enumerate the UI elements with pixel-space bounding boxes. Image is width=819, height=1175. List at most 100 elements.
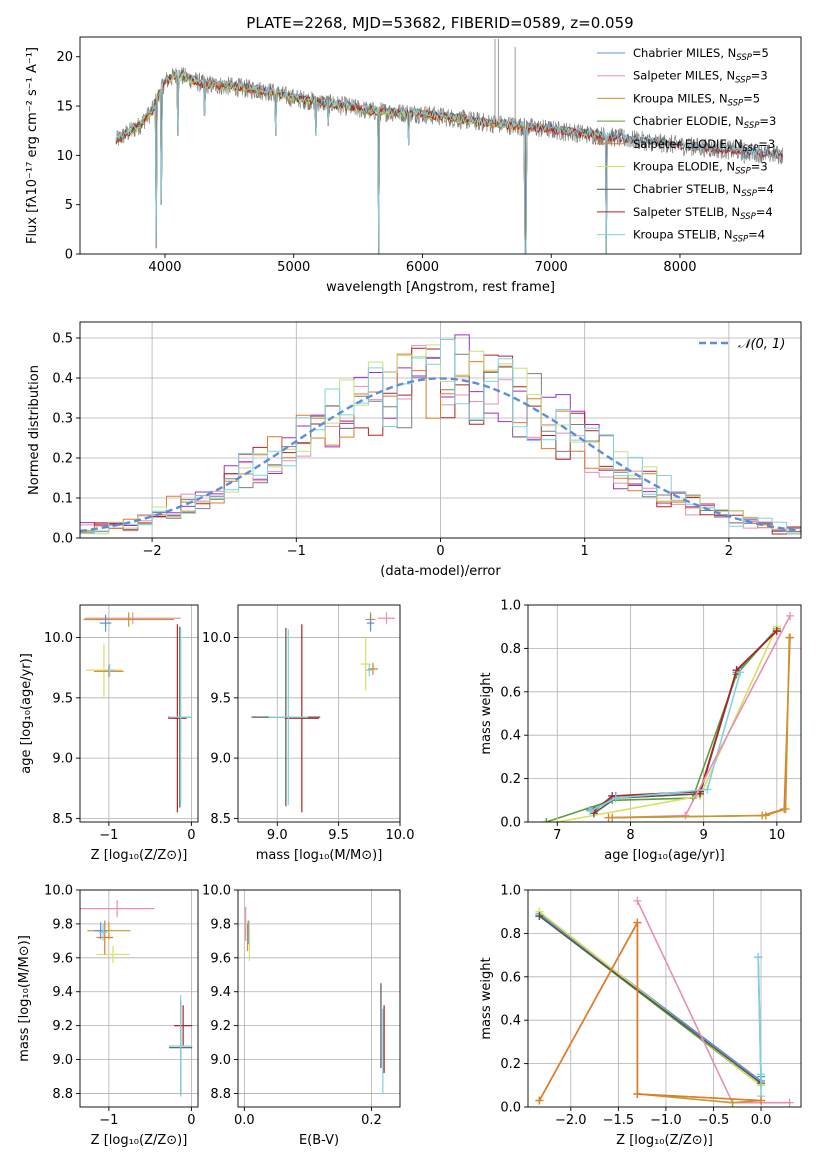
x-tick-label: 1 — [581, 544, 589, 559]
x-tick-label: 2 — [725, 544, 733, 559]
x-axis-label: wavelength [Angstrom, rest frame] — [326, 280, 555, 295]
x-axis-label: Z [log₁₀(Z/Z⊙)] — [91, 1133, 188, 1148]
series-line-2 — [538, 911, 762, 1086]
y-tick-label: 0.4 — [500, 729, 521, 744]
y-tick-label: 0.3 — [52, 412, 73, 427]
x-tick-label: −1.5 — [603, 1113, 635, 1128]
data-point — [611, 794, 620, 803]
axes-frame — [79, 604, 199, 823]
x-tick-label: 7 — [553, 828, 561, 843]
y-tick-label: 9.0 — [52, 1053, 73, 1068]
y-tick-label: 10.0 — [202, 631, 231, 646]
data-point — [535, 1096, 544, 1105]
y-tick-label: 5 — [65, 198, 73, 213]
data-point — [781, 804, 790, 813]
axes-frame — [237, 889, 401, 1108]
y-tick-label: 0.0 — [500, 1101, 521, 1116]
y-tick-label: 10.0 — [44, 884, 73, 899]
x-tick-label: 6000 — [406, 260, 439, 275]
y-tick-label: 0.2 — [500, 772, 521, 787]
x-tick-label: 9.5 — [328, 828, 349, 843]
axes-frame — [527, 889, 802, 1108]
spectrum-legend: Chabrier MILES, NSSP=5 Salpeter MILES, NS… — [597, 46, 776, 245]
x-tick-label: 0 — [187, 828, 195, 843]
axes-frame — [79, 889, 199, 1108]
y-tick-label: 0.2 — [500, 1057, 521, 1072]
y-tick-label: 9.8 — [210, 917, 231, 932]
y-axis-label: mass weight — [479, 672, 494, 754]
y-tick-label: 9.8 — [52, 917, 73, 932]
legend-label: Salpeter STELIB, NSSP=4 — [633, 205, 773, 222]
plot-area-weight-vs-Z — [535, 896, 794, 1107]
y-tick-label: 9.5 — [210, 691, 231, 706]
y-axis-label: Flux [fλ10⁻¹⁷ erg cm⁻² s⁻¹ A⁻¹] — [25, 47, 40, 244]
model-spectrum-8 — [115, 70, 783, 254]
y-axis-label: Normed distribution — [27, 365, 42, 495]
y-tick-label: 9.5 — [52, 691, 73, 706]
x-tick-label: −0.5 — [698, 1113, 730, 1128]
x-tick-label: 0.0 — [751, 1113, 772, 1128]
data-point — [608, 813, 617, 822]
plot-area-weight-vs-age — [542, 611, 795, 822]
y-tick-label: 9.4 — [210, 985, 231, 1000]
y-tick-label: 0.1 — [52, 492, 73, 507]
y-tick-label: 9.6 — [52, 951, 73, 966]
data-point — [553, 818, 562, 822]
data-point — [785, 1098, 794, 1107]
data-point — [728, 1098, 737, 1107]
x-tick-label: 7000 — [535, 260, 568, 275]
legend-label: Salpeter MILES, NSSP=3 — [633, 69, 768, 86]
y-tick-label: 9.2 — [210, 1019, 231, 1034]
data-point — [633, 918, 642, 927]
plot-area-age-vs-mass — [251, 612, 396, 813]
residual-legend: 𝒩(0, 1) — [699, 337, 785, 352]
y-tick-label: 9.0 — [210, 1053, 231, 1068]
series-line-5 — [589, 672, 742, 812]
data-point — [761, 811, 770, 820]
x-tick-label: 9 — [700, 828, 708, 843]
x-tick-label: 0 — [187, 1113, 195, 1128]
panel-mass-vs-EBV — [238, 889, 400, 1107]
series-line-3 — [538, 915, 762, 1084]
x-tick-label: 5000 — [277, 260, 310, 275]
series-line-8 — [612, 637, 791, 819]
x-axis-label: E(B-V) — [299, 1133, 339, 1148]
y-tick-label: 10 — [56, 149, 73, 164]
x-tick-label: 0.2 — [361, 1113, 382, 1128]
axes-frame — [237, 604, 401, 823]
y-axis-label: mass weight — [479, 957, 494, 1039]
legend-label: Kroupa ELODIE, NSSP=3 — [633, 160, 768, 177]
x-tick-label: 9.0 — [267, 828, 288, 843]
x-tick-label: 8 — [626, 828, 634, 843]
plot-area-mass-vs-Z — [80, 900, 193, 1097]
x-tick-label: 10.0 — [386, 828, 415, 843]
data-point — [754, 953, 763, 962]
y-tick-label: 8.5 — [210, 812, 231, 827]
data-point — [633, 1089, 642, 1098]
x-tick-label: −1.0 — [650, 1113, 682, 1128]
axes-frame — [79, 36, 802, 255]
plot-area-mass-vs-EBV — [245, 906, 385, 1094]
y-tick-label: 0.6 — [500, 970, 521, 985]
data-point — [681, 811, 690, 820]
x-axis-label: age [log₁₀(age/yr)] — [604, 848, 725, 863]
data-point — [786, 611, 795, 620]
y-tick-label: 9.0 — [210, 752, 231, 767]
data-point — [542, 818, 551, 822]
y-tick-label: 0.8 — [500, 642, 521, 657]
figure-title: PLATE=2268, MJD=53682, FIBERID=0589, z=0… — [246, 14, 633, 32]
legend-label: Chabrier ELODIE, NSSP=3 — [633, 114, 776, 131]
y-tick-label: 0.4 — [52, 372, 73, 387]
data-point — [757, 1070, 766, 1079]
data-point — [535, 912, 544, 921]
y-tick-label: 0.8 — [500, 927, 521, 942]
y-tick-label: 10.0 — [44, 631, 73, 646]
data-point — [736, 668, 745, 677]
panel-age-vs-Z — [80, 605, 198, 822]
data-point — [633, 896, 642, 905]
data-point — [772, 627, 781, 636]
y-tick-label: 9.4 — [52, 985, 73, 1000]
y-tick-label: 8.8 — [52, 1087, 73, 1102]
y-tick-label: 0.2 — [52, 452, 73, 467]
